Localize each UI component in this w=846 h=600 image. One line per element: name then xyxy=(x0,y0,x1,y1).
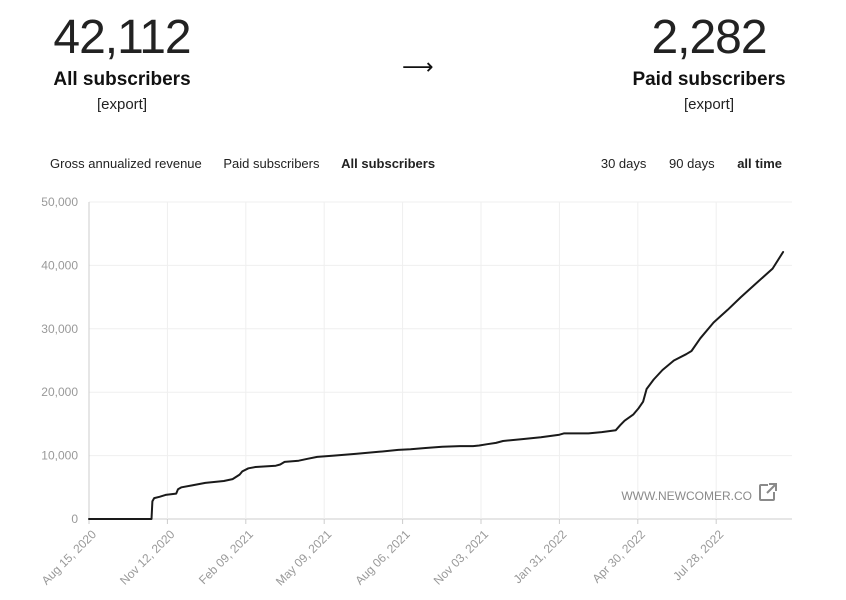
metric-tabs: Gross annualized revenue Paid subscriber… xyxy=(50,156,453,171)
paid-subscribers-count: 2,282 xyxy=(651,11,767,64)
series-line xyxy=(88,251,785,520)
tab-gross-annualized-revenue[interactable]: Gross annualized revenue xyxy=(50,156,202,171)
paid-subscribers-stat: 2,282 Paid subscribers [export] xyxy=(614,8,804,115)
paid-subscribers-export-link[interactable]: [export] xyxy=(683,96,735,113)
y-tick-label: 40,000 xyxy=(41,258,78,272)
all-subscribers-stat: 42,112 All subscribers [export] xyxy=(32,8,212,115)
y-tick-label: 20,000 xyxy=(41,385,78,399)
tab-90-days[interactable]: 90 days xyxy=(669,156,715,171)
tab-all-time[interactable]: all time xyxy=(737,156,782,171)
x-tick-label: Apr 30, 2022 xyxy=(589,527,648,586)
x-tick-label: Aug 06, 2021 xyxy=(352,527,413,588)
x-tick-label: Jul 28, 2022 xyxy=(670,527,726,583)
y-tick-label: 10,000 xyxy=(41,449,78,463)
all-subscribers-count: 42,112 xyxy=(53,11,191,64)
x-tick-label: Jan 31, 2022 xyxy=(511,527,570,586)
x-tick-label: May 09, 2021 xyxy=(273,527,335,589)
subscribers-line-chart: 0 10,000 20,000 30,000 40,000 50,000 Aug 15, 2… xyxy=(39,195,792,589)
all-subscribers-export-link[interactable]: [export] xyxy=(96,96,148,113)
y-tick-label: 0 xyxy=(71,512,78,526)
x-tick-label: Nov 12, 2020 xyxy=(117,527,178,588)
watermark: WWW.NEWCOMER.CO xyxy=(621,483,777,503)
all-subscribers-label: All subscribers xyxy=(53,69,191,90)
y-tick-label: 30,000 xyxy=(41,322,78,336)
tab-paid-subscribers[interactable]: Paid subscribers xyxy=(223,156,320,171)
paid-subscribers-label: Paid subscribers xyxy=(632,69,786,90)
tab-all-subscribers[interactable]: All subscribers xyxy=(341,156,436,171)
x-tick-label: Nov 03, 2021 xyxy=(431,527,492,588)
x-tick-label: Feb 09, 2021 xyxy=(196,527,256,587)
range-tabs: 30 days 90 days all time xyxy=(582,156,782,171)
external-link-icon[interactable] xyxy=(759,483,777,501)
watermark-text: WWW.NEWCOMER.CO xyxy=(621,489,752,503)
tab-30-days[interactable]: 30 days xyxy=(600,156,647,171)
x-tick-label: Aug 15, 2020 xyxy=(39,527,100,588)
y-tick-label: 50,000 xyxy=(41,195,78,209)
arrow-right-icon: ⟶ xyxy=(402,54,434,79)
